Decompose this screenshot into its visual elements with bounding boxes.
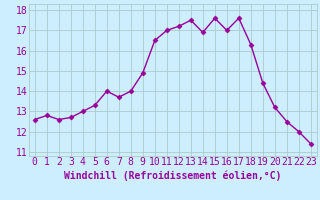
- X-axis label: Windchill (Refroidissement éolien,°C): Windchill (Refroidissement éolien,°C): [64, 170, 282, 181]
